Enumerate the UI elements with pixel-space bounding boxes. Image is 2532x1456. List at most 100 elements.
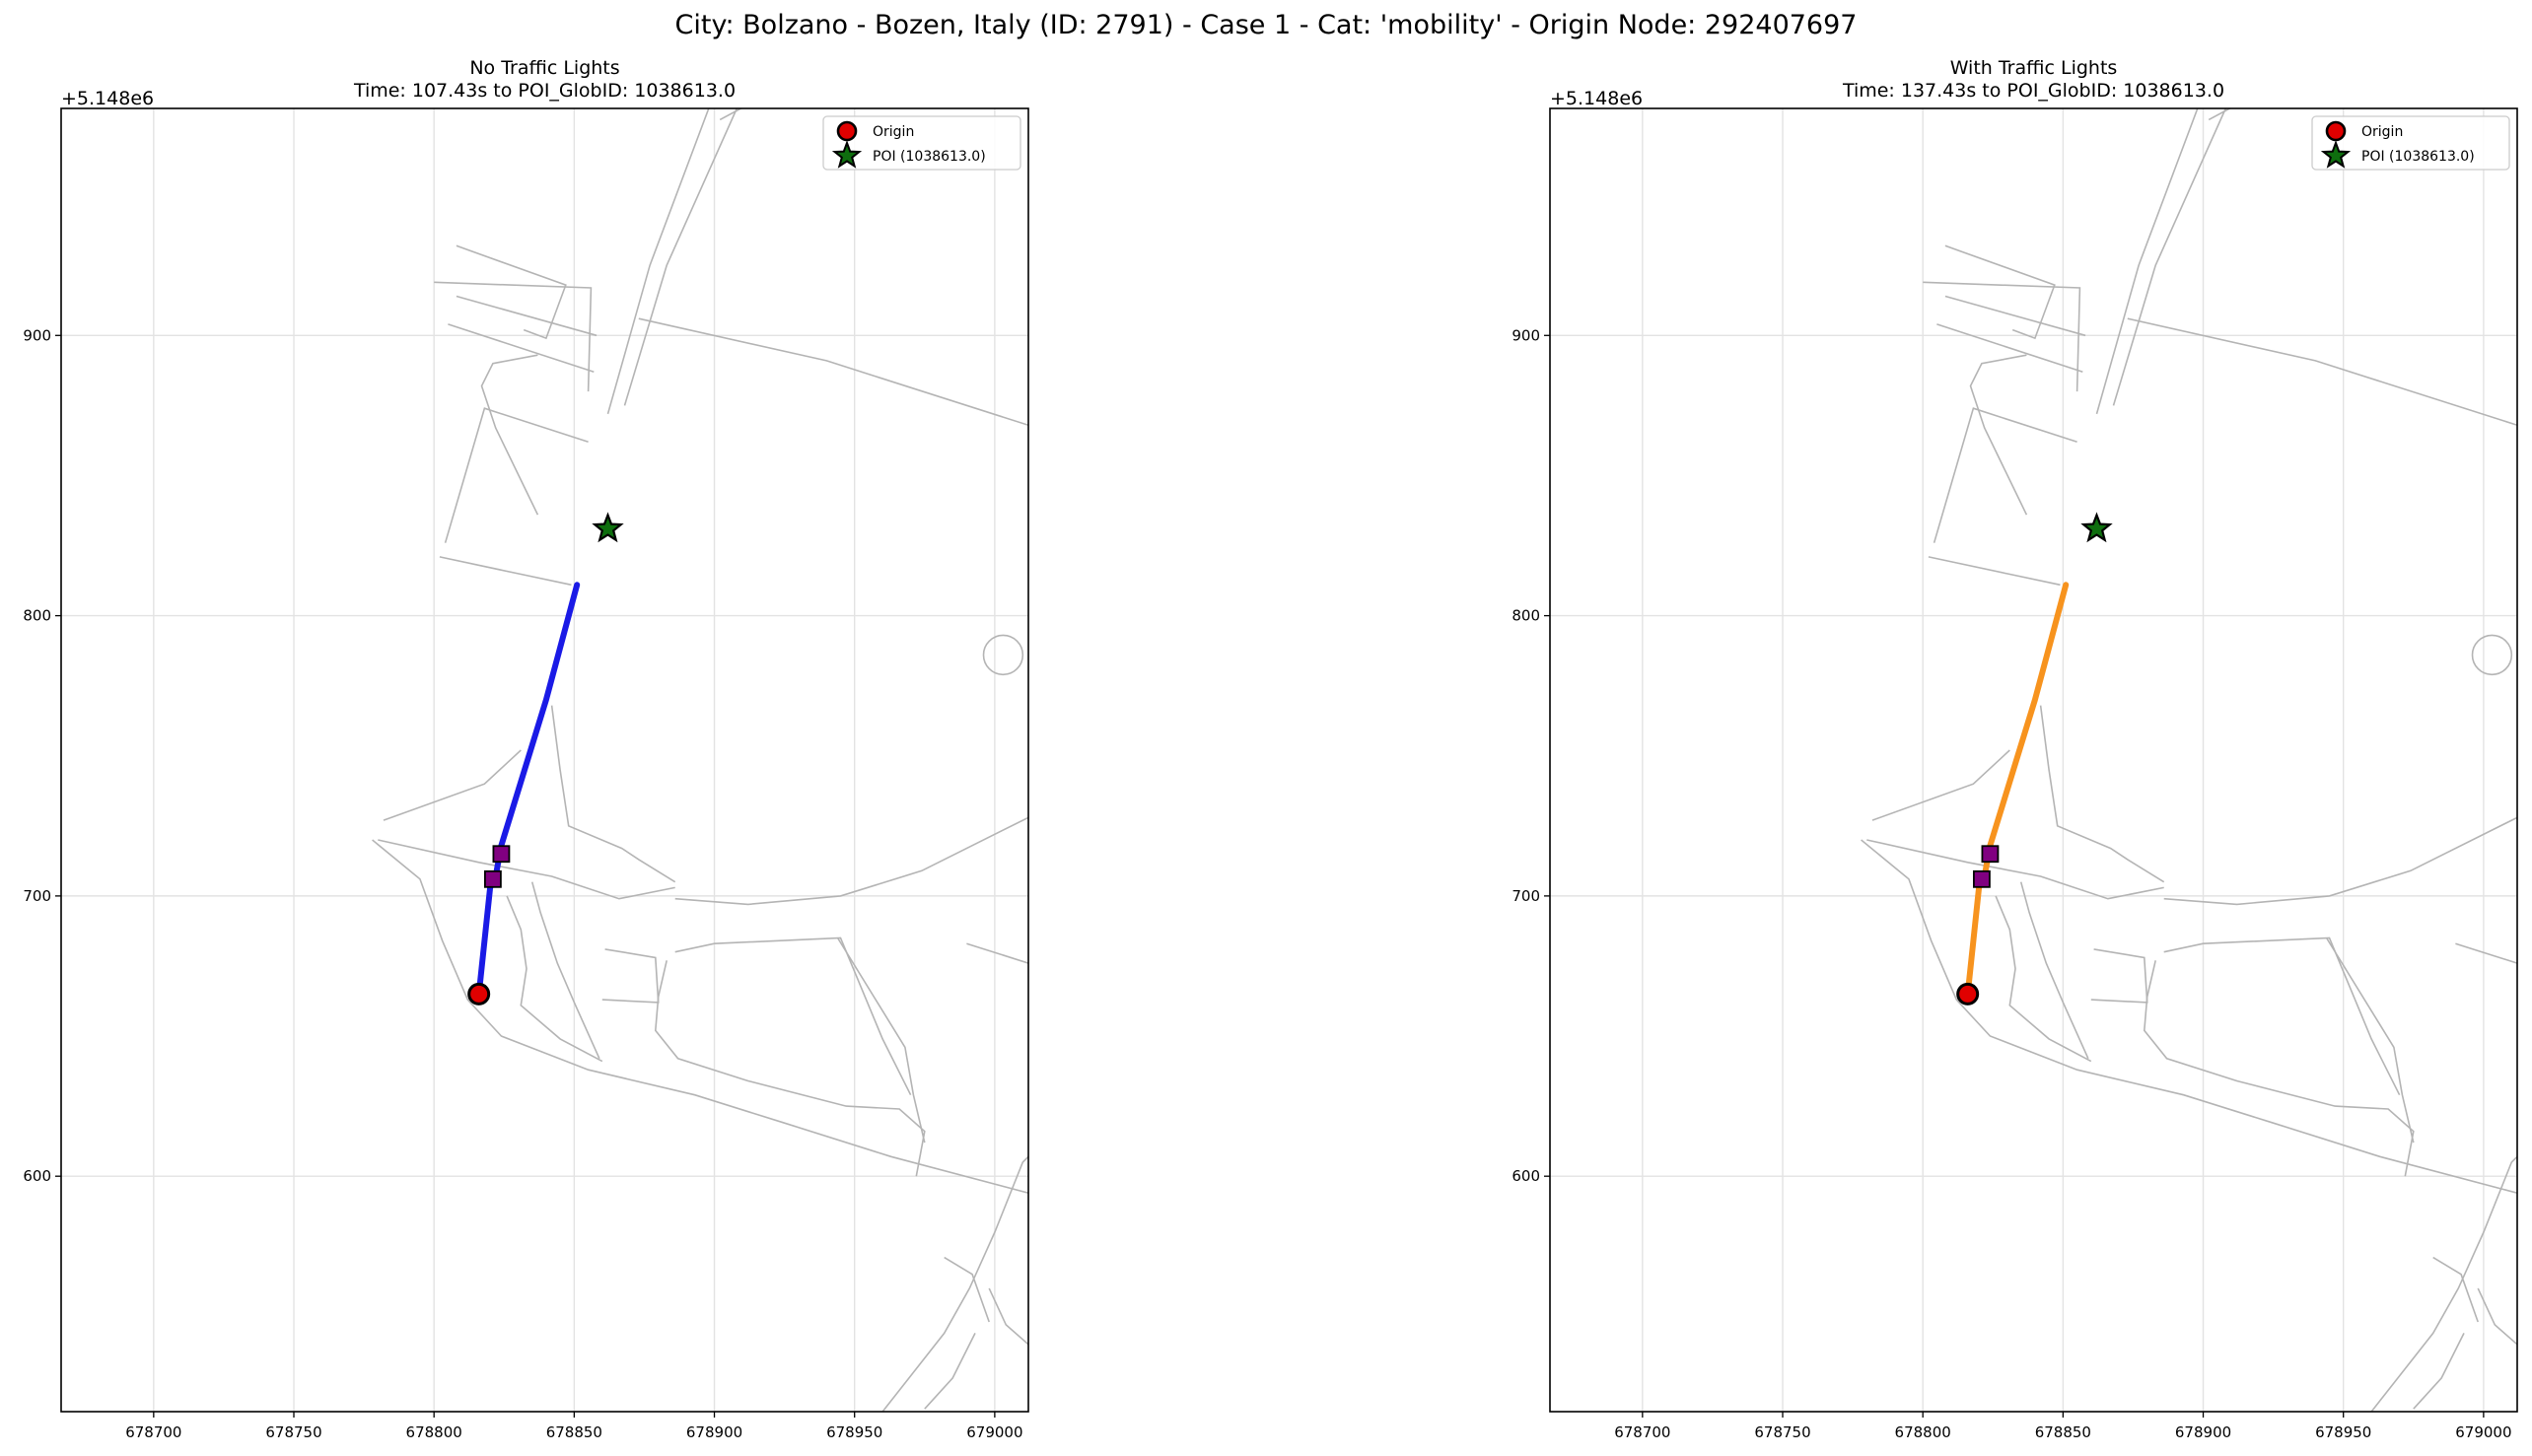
road-segment bbox=[601, 948, 660, 1004]
axes-frame bbox=[1549, 107, 2518, 1413]
road-segment bbox=[378, 839, 675, 900]
road-segment bbox=[1944, 295, 2086, 337]
road-segment bbox=[456, 295, 598, 337]
y-tick-label: 800 bbox=[23, 607, 51, 625]
road-segment bbox=[2432, 1256, 2479, 1323]
chart-subtitle: Time: 137.43s to POI_GlobID: 1038613.0 bbox=[1842, 80, 2224, 102]
road-segment bbox=[1936, 323, 2083, 373]
poi-marker bbox=[592, 512, 624, 543]
legend: Origin POI (1038613.0) bbox=[822, 115, 1021, 171]
road-segment bbox=[2163, 816, 2517, 906]
y-tick-label: 600 bbox=[1512, 1167, 1540, 1185]
road-segment bbox=[2112, 108, 2227, 406]
road-segment bbox=[719, 108, 743, 121]
x-tick-label: 679000 bbox=[966, 1423, 1022, 1441]
legend-origin-label: Origin bbox=[2361, 124, 2403, 140]
x-tick-label: 678900 bbox=[2175, 1423, 2231, 1441]
axes-frame bbox=[60, 107, 1029, 1413]
legend-poi-marker bbox=[831, 140, 863, 169]
road-segment bbox=[550, 705, 676, 883]
road-segment bbox=[1995, 895, 2092, 1063]
legend-origin-marker bbox=[2325, 120, 2347, 142]
road-segment bbox=[372, 839, 1028, 1194]
road-segment bbox=[456, 244, 567, 340]
road-segment bbox=[924, 1333, 976, 1410]
y-tick-label: 800 bbox=[1512, 607, 1540, 625]
y-offset-label: +5.148e6 bbox=[1550, 88, 1643, 109]
road-segment bbox=[2208, 108, 2232, 121]
road-segment bbox=[2090, 948, 2148, 1004]
chart-title: With Traffic Lights bbox=[1950, 57, 2118, 79]
road-segment bbox=[1866, 839, 2164, 900]
road-segment bbox=[444, 407, 589, 543]
road-segment bbox=[530, 881, 600, 1060]
poi-marker bbox=[2080, 512, 2113, 543]
legend-box bbox=[822, 115, 1021, 171]
route-path bbox=[1964, 582, 2070, 998]
x-tick-label: 678850 bbox=[2035, 1423, 2091, 1441]
road-segment bbox=[480, 354, 539, 516]
x-tick-label: 678700 bbox=[125, 1423, 181, 1441]
road-segment bbox=[1928, 556, 2061, 587]
road-segment bbox=[623, 108, 738, 406]
road-segment bbox=[2039, 705, 2165, 883]
road-segment bbox=[2370, 1155, 2517, 1412]
road-segment bbox=[448, 323, 595, 373]
road-network bbox=[1861, 108, 2517, 1412]
legend-origin-label: Origin bbox=[873, 124, 914, 140]
x-tick-label: 678900 bbox=[686, 1423, 742, 1441]
road-segment bbox=[606, 108, 710, 415]
road-segment bbox=[1871, 749, 2010, 821]
roundabout bbox=[2471, 634, 2513, 676]
y-tick-label: 700 bbox=[1512, 887, 1540, 905]
x-tick-label: 679000 bbox=[2455, 1423, 2511, 1441]
road-segment bbox=[1933, 407, 2077, 543]
figure-title: City: Bolzano - Bozen, Italy (ID: 2791) … bbox=[674, 10, 1858, 40]
road-segment bbox=[383, 749, 522, 821]
road-segment bbox=[434, 281, 593, 392]
road-segment bbox=[439, 556, 572, 587]
legend-box bbox=[2311, 115, 2510, 171]
road-segment bbox=[2019, 881, 2089, 1060]
x-tick-label: 678950 bbox=[2315, 1423, 2371, 1441]
traffic-light-marker bbox=[1972, 869, 1991, 888]
road-segment bbox=[988, 1287, 1028, 1346]
route-path bbox=[475, 582, 581, 998]
y-tick-label: 900 bbox=[1512, 326, 1540, 344]
grid bbox=[1550, 108, 2517, 1412]
road-network bbox=[372, 108, 1028, 1412]
road-segment bbox=[2477, 1287, 2517, 1346]
road-segment bbox=[506, 895, 603, 1063]
grid bbox=[61, 108, 1028, 1412]
y-tick-label: 600 bbox=[23, 1167, 51, 1185]
road-segment bbox=[881, 1155, 1028, 1412]
road-segment bbox=[2095, 108, 2199, 415]
road-segment bbox=[1923, 281, 2081, 392]
x-tick-label: 678800 bbox=[1895, 1423, 1951, 1441]
road-segment bbox=[638, 317, 1028, 427]
road-segment bbox=[944, 1256, 990, 1323]
roundabout bbox=[982, 634, 1024, 676]
road-segment bbox=[2413, 1333, 2465, 1410]
road-segment bbox=[674, 816, 1028, 906]
road-segment bbox=[2127, 317, 2517, 427]
y-offset-label: +5.148e6 bbox=[61, 88, 154, 109]
origin-marker bbox=[1956, 982, 1980, 1005]
legend-poi-label: POI (1038613.0) bbox=[873, 149, 986, 165]
road-segment bbox=[2325, 937, 2415, 1144]
road-segment bbox=[1944, 244, 2056, 340]
x-tick-label: 678750 bbox=[265, 1423, 321, 1441]
legend-poi-marker bbox=[2320, 140, 2352, 169]
chart-subtitle: Time: 107.43s to POI_GlobID: 1038613.0 bbox=[353, 80, 736, 102]
y-tick-label: 900 bbox=[23, 326, 51, 344]
origin-marker bbox=[467, 982, 491, 1005]
x-tick-label: 678700 bbox=[1614, 1423, 1670, 1441]
x-tick-label: 678850 bbox=[546, 1423, 602, 1441]
legend-origin-marker bbox=[836, 120, 858, 142]
legend-poi-label: POI (1038613.0) bbox=[2361, 149, 2475, 165]
road-segment bbox=[966, 942, 1028, 964]
x-tick-label: 678750 bbox=[1754, 1423, 1810, 1441]
